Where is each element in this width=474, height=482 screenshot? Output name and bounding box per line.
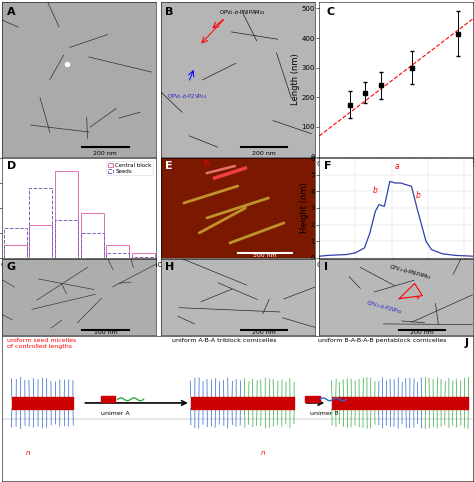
Text: F: F xyxy=(324,161,331,171)
Text: OPV$_2$-$b$-PNIPAM$_{63}$: OPV$_2$-$b$-PNIPAM$_{63}$ xyxy=(219,9,266,17)
Bar xyxy=(106,253,129,258)
Bar xyxy=(81,213,104,258)
Bar xyxy=(4,245,27,258)
Text: b: b xyxy=(373,186,378,195)
Text: C: C xyxy=(327,7,335,17)
Bar xyxy=(29,226,52,258)
Text: b: b xyxy=(204,159,209,168)
Text: A: A xyxy=(7,7,16,17)
Bar xyxy=(191,397,294,409)
Bar xyxy=(12,397,73,409)
Text: G: G xyxy=(7,262,16,271)
Text: a: a xyxy=(395,162,400,172)
Text: 100 nm: 100 nm xyxy=(93,330,117,335)
Bar xyxy=(101,396,115,402)
Text: 200 nm: 200 nm xyxy=(252,151,276,156)
Text: unimer A: unimer A xyxy=(101,411,130,415)
Bar xyxy=(132,256,155,258)
Text: D: D xyxy=(7,161,16,171)
X-axis label: Length(nm): Length(nm) xyxy=(55,269,104,279)
Text: uniform seed micelles
of controlled lengths: uniform seed micelles of controlled leng… xyxy=(7,338,76,349)
Text: 200 nm: 200 nm xyxy=(93,151,118,156)
Text: OPV$_2$-$b$-P2VP$_{44}$: OPV$_2$-$b$-P2VP$_{44}$ xyxy=(365,298,404,317)
Y-axis label: Length (nm): Length (nm) xyxy=(291,54,300,106)
Text: uniform A-B-A triblock cornicelles: uniform A-B-A triblock cornicelles xyxy=(172,338,276,343)
Text: J: J xyxy=(465,338,468,348)
Bar xyxy=(106,245,129,258)
X-axis label: Offset (nm): Offset (nm) xyxy=(372,269,420,279)
Text: uniform B-A-B-A-B pentablock cornicelles: uniform B-A-B-A-B pentablock cornicelles xyxy=(318,338,446,343)
Text: 200 nm: 200 nm xyxy=(252,330,276,335)
Text: n: n xyxy=(261,450,266,456)
Legend: Central block, Seeds: Central block, Seeds xyxy=(106,161,154,175)
Text: H: H xyxy=(165,262,174,271)
Text: unimer B: unimer B xyxy=(310,411,339,415)
Text: B: B xyxy=(165,7,174,17)
Text: n: n xyxy=(26,450,30,456)
Bar xyxy=(55,171,78,258)
Y-axis label: Height (nm): Height (nm) xyxy=(300,183,309,233)
Bar xyxy=(332,397,468,409)
Text: OPV$_2$-$b$-P2VP$_{44}$: OPV$_2$-$b$-P2VP$_{44}$ xyxy=(167,92,207,101)
Bar xyxy=(81,233,104,258)
X-axis label: $n_{unimer}/n_{seed}$: $n_{unimer}/n_{seed}$ xyxy=(371,168,421,181)
Text: 500 nm: 500 nm xyxy=(253,253,276,258)
Bar xyxy=(305,396,319,402)
Text: I: I xyxy=(324,262,328,271)
Text: b: b xyxy=(415,191,420,200)
Bar xyxy=(29,188,52,258)
Bar xyxy=(55,220,78,258)
Bar xyxy=(132,253,155,258)
Bar xyxy=(4,228,27,258)
Text: OPV$_2$-$b$-PNIPAM$_{63}$: OPV$_2$-$b$-PNIPAM$_{63}$ xyxy=(389,262,433,282)
Text: 200 nm: 200 nm xyxy=(410,330,434,335)
Text: E: E xyxy=(165,161,173,171)
